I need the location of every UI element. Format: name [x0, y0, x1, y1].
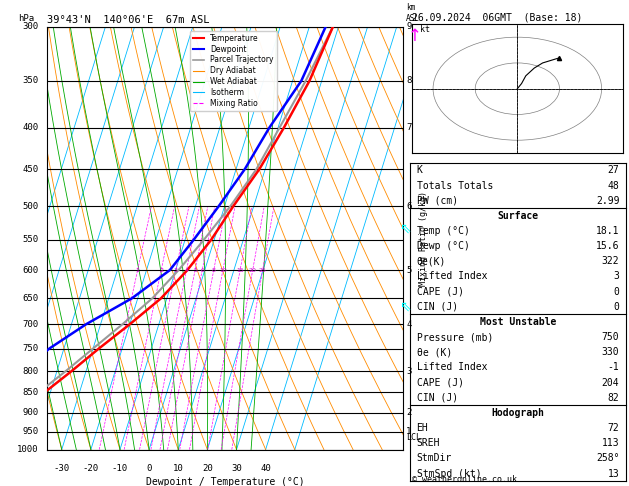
- Text: 39°43'N  140°06'E  67m ASL: 39°43'N 140°06'E 67m ASL: [47, 15, 209, 25]
- Text: ↑: ↑: [408, 27, 421, 45]
- Text: 6: 6: [406, 202, 411, 210]
- Text: © weatheronline.co.uk: © weatheronline.co.uk: [412, 475, 517, 484]
- Text: Surface: Surface: [498, 211, 538, 221]
- Text: Temp (°C): Temp (°C): [416, 226, 469, 236]
- Text: Hodograph: Hodograph: [491, 408, 545, 418]
- Text: 8: 8: [406, 76, 411, 86]
- Text: 30: 30: [231, 464, 242, 473]
- Text: StmDir: StmDir: [416, 453, 452, 464]
- Text: 13: 13: [608, 469, 620, 479]
- Text: -30: -30: [53, 464, 70, 473]
- Text: 550: 550: [22, 235, 38, 244]
- Text: hPa: hPa: [18, 14, 34, 22]
- Text: CIN (J): CIN (J): [416, 302, 458, 312]
- Text: 6: 6: [200, 268, 204, 273]
- Text: CIN (J): CIN (J): [416, 393, 458, 403]
- Text: 9: 9: [406, 22, 411, 31]
- Text: 0: 0: [147, 464, 152, 473]
- Text: Most Unstable: Most Unstable: [480, 317, 556, 327]
- Text: 1: 1: [136, 268, 140, 273]
- Text: SREH: SREH: [416, 438, 440, 448]
- Text: θe (K): θe (K): [416, 347, 452, 357]
- Text: 450: 450: [22, 165, 38, 174]
- Text: -1: -1: [608, 363, 620, 372]
- Text: 330: 330: [602, 347, 620, 357]
- Text: 48: 48: [608, 180, 620, 191]
- Text: 950: 950: [22, 427, 38, 436]
- Text: 0: 0: [613, 287, 620, 296]
- Text: EH: EH: [416, 423, 428, 433]
- Text: 900: 900: [22, 408, 38, 417]
- Text: 72: 72: [608, 423, 620, 433]
- Text: PW (cm): PW (cm): [416, 196, 458, 206]
- Text: 2: 2: [159, 268, 163, 273]
- Text: 10: 10: [173, 464, 184, 473]
- Text: 20: 20: [248, 268, 257, 273]
- Text: Lifted Index: Lifted Index: [416, 272, 487, 281]
- Text: Totals Totals: Totals Totals: [416, 180, 493, 191]
- Text: 258°: 258°: [596, 453, 620, 464]
- Text: 650: 650: [22, 294, 38, 303]
- Text: 7: 7: [406, 123, 411, 132]
- Text: Mixing Ratio (g/kg): Mixing Ratio (g/kg): [420, 191, 428, 286]
- Text: 204: 204: [602, 378, 620, 388]
- Text: 850: 850: [22, 388, 38, 397]
- Text: km
ASL: km ASL: [406, 3, 420, 22]
- Text: 4: 4: [406, 320, 411, 329]
- Text: CAPE (J): CAPE (J): [416, 378, 464, 388]
- Text: 2: 2: [406, 408, 411, 417]
- Text: StmSpd (kt): StmSpd (kt): [416, 469, 481, 479]
- Text: 3: 3: [174, 268, 178, 273]
- Text: 3: 3: [613, 272, 620, 281]
- Text: θe(K): θe(K): [416, 256, 446, 266]
- Text: 82: 82: [608, 393, 620, 403]
- Text: 400: 400: [22, 123, 38, 132]
- Text: 3: 3: [406, 366, 411, 376]
- Text: 18.1: 18.1: [596, 226, 620, 236]
- Text: 500: 500: [22, 202, 38, 210]
- Text: ⇖: ⇖: [399, 299, 410, 313]
- Text: LCL: LCL: [406, 433, 421, 442]
- Legend: Temperature, Dewpoint, Parcel Trajectory, Dry Adiabat, Wet Adiabat, Isotherm, Mi: Temperature, Dewpoint, Parcel Trajectory…: [189, 31, 277, 111]
- Text: 15: 15: [236, 268, 244, 273]
- Text: -20: -20: [83, 464, 99, 473]
- Text: kt: kt: [420, 25, 430, 34]
- Text: 600: 600: [22, 266, 38, 275]
- Text: Dewpoint / Temperature (°C): Dewpoint / Temperature (°C): [145, 477, 304, 486]
- Text: Dewp (°C): Dewp (°C): [416, 241, 469, 251]
- Text: 27: 27: [608, 165, 620, 175]
- Text: CAPE (J): CAPE (J): [416, 287, 464, 296]
- Text: ⇖: ⇖: [399, 222, 410, 235]
- Text: 20: 20: [202, 464, 213, 473]
- Text: 26.09.2024  06GMT  (Base: 18): 26.09.2024 06GMT (Base: 18): [412, 12, 582, 22]
- Text: 800: 800: [22, 366, 38, 376]
- Text: 300: 300: [22, 22, 38, 31]
- Text: 750: 750: [602, 332, 620, 342]
- Text: K: K: [416, 165, 423, 175]
- Text: 1000: 1000: [17, 445, 38, 454]
- Text: 8: 8: [212, 268, 216, 273]
- Text: 0: 0: [613, 302, 620, 312]
- Text: 750: 750: [22, 344, 38, 353]
- Text: 322: 322: [602, 256, 620, 266]
- Text: Pressure (mb): Pressure (mb): [416, 332, 493, 342]
- Text: 700: 700: [22, 320, 38, 329]
- Text: 350: 350: [22, 76, 38, 86]
- Text: Lifted Index: Lifted Index: [416, 363, 487, 372]
- Text: 10: 10: [219, 268, 226, 273]
- Text: -10: -10: [112, 464, 128, 473]
- Text: 15.6: 15.6: [596, 241, 620, 251]
- Text: 2.99: 2.99: [596, 196, 620, 206]
- Text: 25: 25: [259, 268, 267, 273]
- Text: 5: 5: [406, 266, 411, 275]
- Text: 113: 113: [602, 438, 620, 448]
- Text: 1: 1: [406, 427, 411, 436]
- Text: 5: 5: [193, 268, 197, 273]
- Text: 4: 4: [184, 268, 189, 273]
- Text: 40: 40: [260, 464, 271, 473]
